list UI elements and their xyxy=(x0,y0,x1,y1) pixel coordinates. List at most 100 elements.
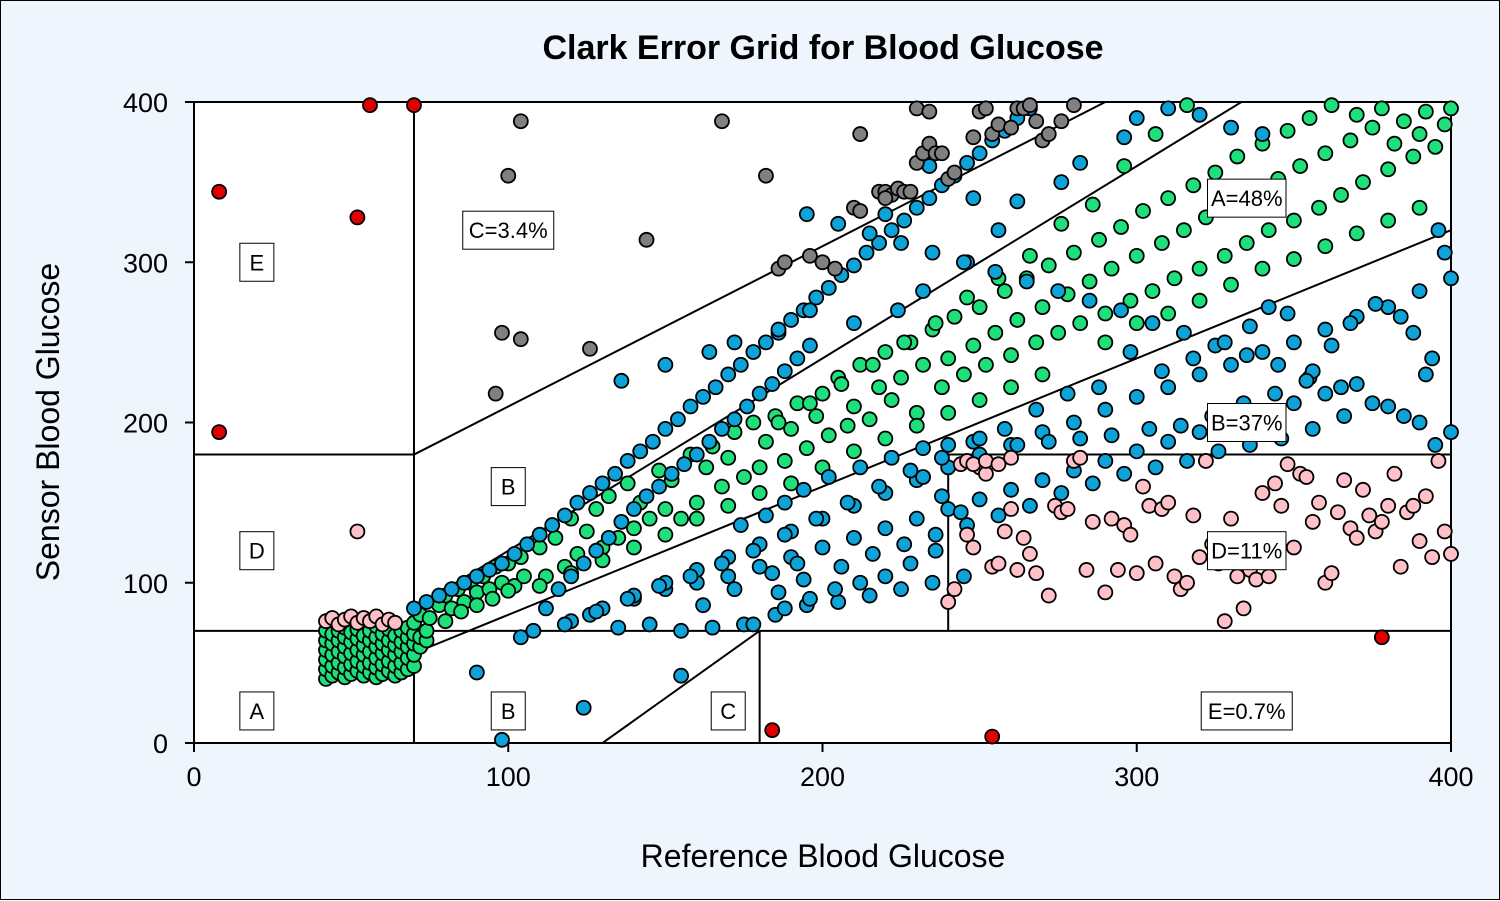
point-zone-b xyxy=(1185,350,1202,367)
point-zone-a xyxy=(1175,222,1192,239)
point-zone-b xyxy=(1128,443,1145,460)
point-zone-a xyxy=(877,344,894,360)
point-zone-d xyxy=(1304,513,1321,530)
point-zone-a xyxy=(846,398,862,415)
point-zone-d xyxy=(1443,546,1459,562)
point-zone-b xyxy=(846,257,862,274)
zone-label-text: B xyxy=(501,699,516,724)
zone-label-box xyxy=(1206,178,1287,218)
point-zone-c xyxy=(1003,119,1019,136)
zone-label-text: D=11% xyxy=(1211,539,1282,564)
point-zone-b xyxy=(1241,318,1258,335)
point-zone-b xyxy=(1066,414,1082,431)
point-zone-a xyxy=(1254,260,1271,277)
point-zone-d xyxy=(1166,568,1183,585)
point-zone-b xyxy=(588,603,605,620)
point-zone-a xyxy=(1072,315,1089,332)
point-zone-a xyxy=(751,485,768,501)
point-zone-c xyxy=(1053,113,1070,130)
point-zone-d xyxy=(1392,558,1409,575)
point-zone-d xyxy=(1273,497,1290,514)
point-zone-b xyxy=(1122,344,1139,360)
point-zone-b xyxy=(808,289,825,306)
x-tick-label: 400 xyxy=(1428,762,1473,792)
point-zone-d xyxy=(1373,513,1390,530)
y-tick-label: 100 xyxy=(123,569,168,599)
point-zone-b xyxy=(1392,308,1409,325)
point-zone-b xyxy=(1153,363,1170,380)
point-zone-d xyxy=(1147,555,1164,572)
point-zone-b xyxy=(846,315,862,332)
point-zone-a xyxy=(578,523,595,540)
point-zone-b xyxy=(783,312,799,328)
point-zone-b xyxy=(1072,430,1089,447)
point-zone-a xyxy=(1144,283,1161,299)
point-zone-d xyxy=(1040,587,1057,604)
point-zone-a xyxy=(798,440,815,457)
point-zone-a xyxy=(1097,334,1114,351)
point-zone-b xyxy=(795,571,812,588)
point-zone-b xyxy=(494,555,510,572)
point-zone-a xyxy=(1380,161,1397,178)
point-zone-b xyxy=(739,398,755,415)
point-zone-b xyxy=(569,494,586,511)
point-zone-b xyxy=(915,283,931,299)
zone-label: B=37% xyxy=(1206,403,1287,442)
point-zone-b xyxy=(682,398,699,415)
zone-label-text: E xyxy=(250,250,265,275)
point-zone-a xyxy=(1003,379,1019,396)
point-zone-b xyxy=(670,411,686,428)
point-zone-b xyxy=(877,568,894,585)
point-zone-b xyxy=(1333,379,1349,396)
point-zone-b xyxy=(1018,273,1035,290)
point-zone-a xyxy=(1040,257,1057,274)
point-zone-a xyxy=(1116,158,1133,175)
point-zone-b xyxy=(956,254,972,271)
y-tick-label: 400 xyxy=(123,88,168,118)
point-zone-d xyxy=(990,555,1007,572)
point-zone-b xyxy=(431,587,448,604)
point-zone-b xyxy=(1411,283,1428,299)
zone-label-text: A=48% xyxy=(1211,186,1283,211)
point-zone-a xyxy=(1191,292,1208,309)
point-zone-c xyxy=(776,254,793,271)
point-zone-b xyxy=(732,356,749,373)
y-axis-label: Sensor Blood Glucose xyxy=(30,263,66,581)
point-zone-b xyxy=(1380,398,1397,415)
point-zone-a xyxy=(1323,97,1340,114)
point-zone-a xyxy=(1317,145,1334,162)
point-zone-a xyxy=(1091,231,1107,248)
zone-boundary-line xyxy=(413,102,1244,610)
point-zone-b xyxy=(619,590,636,607)
point-zone-c xyxy=(638,231,655,248)
point-zone-d xyxy=(1160,494,1177,511)
point-zone-d xyxy=(940,594,957,610)
point-zone-b xyxy=(406,600,422,617)
point-zone-a xyxy=(1317,238,1334,255)
x-tick-label: 100 xyxy=(486,762,531,792)
point-zone-c xyxy=(582,340,598,357)
point-zone-b xyxy=(1097,453,1114,469)
point-zone-b xyxy=(1210,443,1227,460)
point-zone-a xyxy=(657,501,674,517)
point-zone-c xyxy=(978,100,994,117)
point-zone-d xyxy=(1355,481,1371,498)
point-zone-b xyxy=(673,667,689,684)
point-zone-b xyxy=(494,731,510,748)
point-zone-a xyxy=(1333,187,1349,203)
point-zone-b xyxy=(657,421,674,437)
point-zone-b xyxy=(688,446,705,463)
point-zone-d xyxy=(1260,568,1277,585)
point-zone-b xyxy=(996,421,1013,437)
point-zone-a xyxy=(833,376,850,392)
point-zone-b xyxy=(908,199,925,216)
point-zone-d xyxy=(1279,456,1296,473)
point-zone-a xyxy=(1034,366,1051,383)
point-zone-b xyxy=(1348,376,1365,392)
point-zone-a xyxy=(1285,212,1302,229)
x-tick-label: 300 xyxy=(1114,762,1159,792)
point-zone-a xyxy=(453,603,470,620)
point-zone-b xyxy=(695,388,711,405)
point-zone-b xyxy=(1160,100,1177,117)
point-zone-d xyxy=(1009,562,1026,578)
